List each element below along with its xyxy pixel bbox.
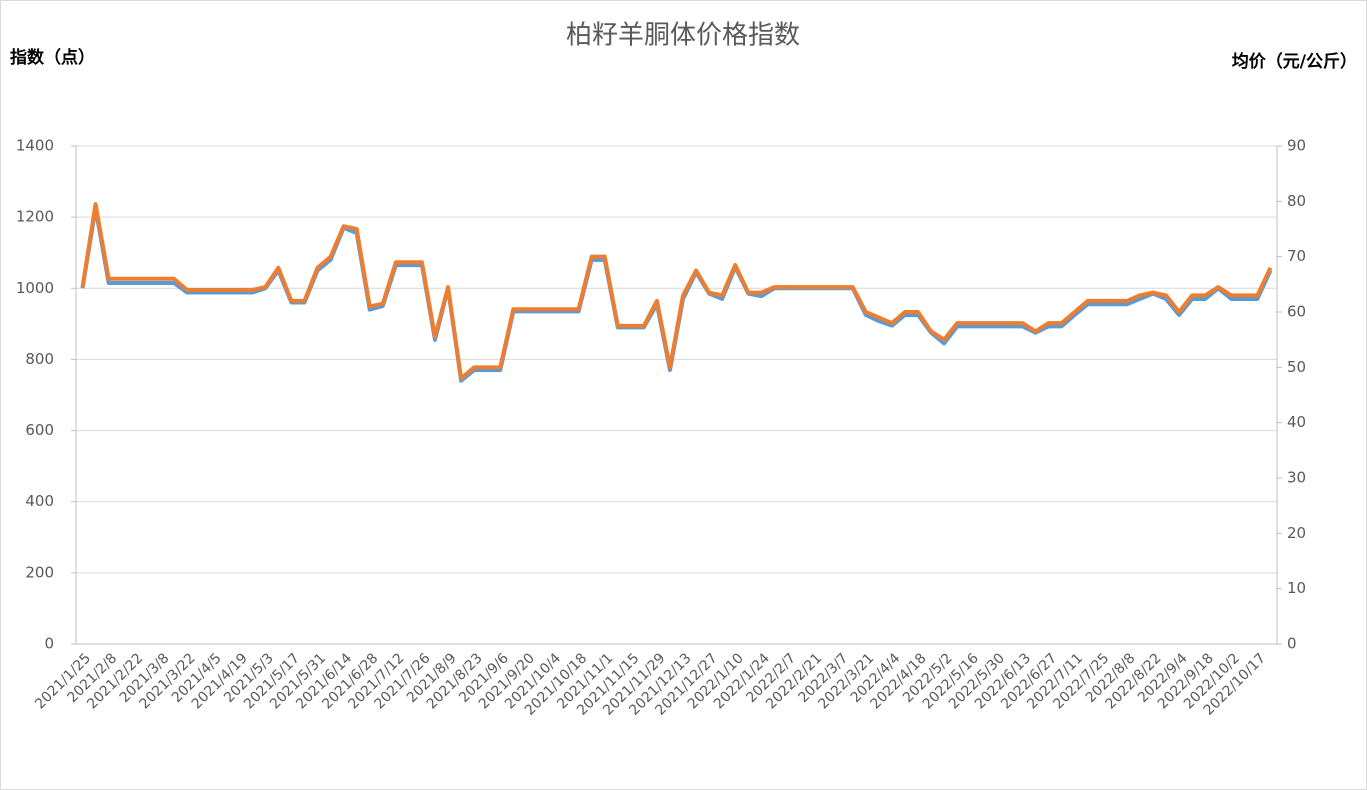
y-axis-title: 指数（点） [10,47,95,68]
y-tick-label: 1200 [16,208,54,226]
y2-tick-label: 80 [1287,192,1306,210]
y2-tick-label: 90 [1287,137,1306,155]
chart-title: 柏籽羊胴体价格指数 [566,21,800,51]
y-tick-label: 200 [25,563,54,581]
y-tick-label: 0 [44,635,54,653]
y2-axis-title: 均价（元/公斤） [1232,51,1357,72]
y2-tick-label: 60 [1287,303,1306,321]
y2-tick-label: 30 [1287,469,1306,487]
y-tick-label: 400 [25,492,54,510]
series-line [80,202,1273,381]
y2-tick-label: 40 [1287,413,1306,431]
y-tick-label: 600 [25,421,54,439]
y-tick-label: 1400 [16,137,54,155]
y2-tick-label: 20 [1287,524,1306,542]
y-tick-label: 1000 [16,279,54,297]
y2-tick-label: 70 [1287,247,1306,265]
y-tick-label: 800 [25,350,54,368]
y2-tick-label: 0 [1287,635,1297,653]
y2-tick-label: 50 [1287,358,1306,376]
y2-tick-label: 10 [1287,579,1306,597]
